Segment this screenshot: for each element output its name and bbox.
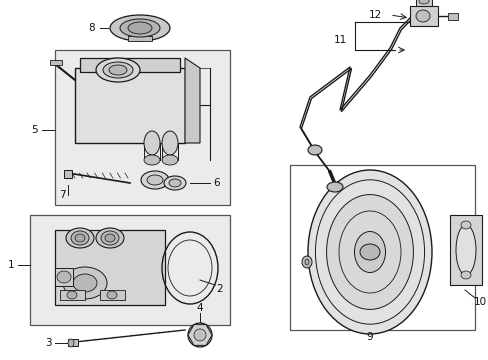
Text: 11: 11 — [333, 35, 346, 45]
Bar — [128, 36, 152, 41]
Ellipse shape — [96, 58, 140, 82]
Ellipse shape — [141, 171, 169, 189]
Text: 12: 12 — [367, 10, 381, 20]
Text: 4: 4 — [196, 303, 203, 313]
Ellipse shape — [415, 10, 429, 22]
Bar — [100, 290, 125, 300]
Bar — [55, 50, 229, 205]
Bar — [60, 290, 85, 300]
Bar — [409, 6, 437, 26]
Ellipse shape — [75, 234, 85, 242]
Ellipse shape — [71, 231, 89, 245]
Ellipse shape — [326, 182, 342, 192]
Ellipse shape — [68, 339, 74, 347]
Ellipse shape — [169, 179, 181, 187]
Text: 5: 5 — [32, 125, 38, 135]
Bar — [68, 339, 78, 346]
Ellipse shape — [162, 131, 178, 155]
Ellipse shape — [460, 221, 470, 229]
Ellipse shape — [103, 62, 133, 78]
Ellipse shape — [307, 145, 321, 155]
Ellipse shape — [455, 225, 475, 275]
Text: 7: 7 — [59, 190, 65, 200]
Text: 9: 9 — [366, 332, 372, 342]
Ellipse shape — [66, 228, 94, 248]
Ellipse shape — [147, 175, 163, 185]
Polygon shape — [184, 58, 200, 143]
Bar — [30, 215, 229, 325]
Ellipse shape — [163, 176, 185, 190]
Ellipse shape — [96, 228, 124, 248]
Ellipse shape — [418, 0, 428, 4]
Bar — [64, 170, 72, 178]
Ellipse shape — [101, 231, 119, 245]
Ellipse shape — [110, 15, 170, 41]
Bar — [55, 268, 73, 286]
Bar — [415, 0, 431, 6]
Polygon shape — [187, 325, 212, 345]
Ellipse shape — [143, 131, 160, 155]
Text: 2: 2 — [216, 284, 223, 294]
Ellipse shape — [305, 259, 308, 265]
Ellipse shape — [187, 323, 212, 347]
Ellipse shape — [326, 195, 412, 309]
Bar — [289, 165, 474, 330]
Ellipse shape — [143, 155, 160, 165]
Ellipse shape — [105, 234, 115, 242]
Text: 3: 3 — [44, 338, 51, 348]
Ellipse shape — [194, 329, 205, 341]
Ellipse shape — [460, 271, 470, 279]
Bar — [50, 60, 62, 65]
Ellipse shape — [107, 291, 117, 299]
Ellipse shape — [162, 155, 178, 165]
Ellipse shape — [128, 22, 152, 34]
Ellipse shape — [193, 328, 206, 342]
Text: 6: 6 — [213, 178, 220, 188]
Ellipse shape — [109, 65, 127, 75]
Bar — [80, 58, 180, 72]
Bar — [75, 68, 184, 143]
Ellipse shape — [57, 271, 71, 283]
Ellipse shape — [67, 291, 77, 299]
Ellipse shape — [73, 274, 97, 292]
Ellipse shape — [359, 244, 379, 260]
Bar — [447, 13, 457, 20]
Text: 10: 10 — [472, 297, 486, 307]
Ellipse shape — [63, 267, 107, 299]
Ellipse shape — [120, 19, 160, 37]
Ellipse shape — [354, 231, 385, 273]
Bar — [449, 215, 481, 285]
Ellipse shape — [307, 170, 431, 334]
Text: 8: 8 — [88, 23, 95, 33]
Text: 1: 1 — [8, 260, 14, 270]
Ellipse shape — [302, 256, 311, 268]
Bar — [55, 230, 164, 305]
